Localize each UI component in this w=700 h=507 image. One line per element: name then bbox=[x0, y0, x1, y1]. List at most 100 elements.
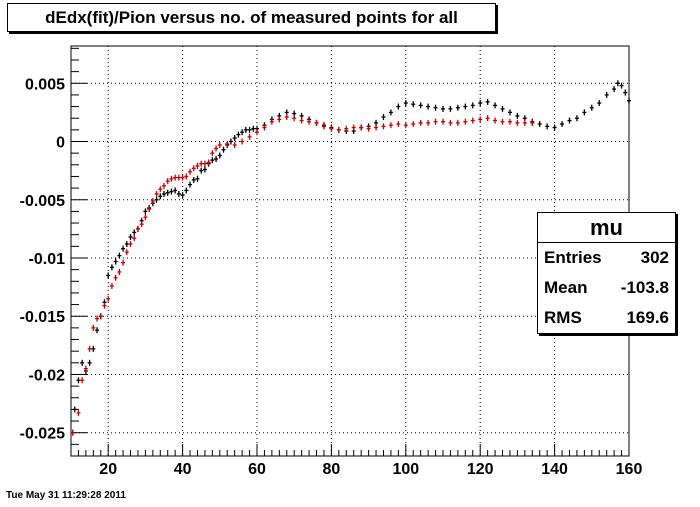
data-point bbox=[173, 174, 178, 181]
data-point bbox=[165, 189, 170, 196]
data-point bbox=[269, 118, 274, 125]
data-point bbox=[158, 193, 163, 200]
data-point bbox=[95, 315, 100, 322]
x-tick-label: 120 bbox=[467, 461, 494, 478]
data-point bbox=[147, 206, 152, 213]
data-point bbox=[124, 249, 129, 256]
data-point bbox=[106, 295, 111, 302]
data-point bbox=[214, 155, 219, 162]
data-point bbox=[470, 102, 475, 109]
data-point bbox=[478, 116, 483, 123]
data-point bbox=[117, 252, 122, 259]
data-point bbox=[199, 167, 204, 174]
data-point bbox=[359, 124, 364, 131]
data-point bbox=[76, 377, 81, 384]
data-point bbox=[109, 264, 114, 271]
data-point bbox=[247, 133, 252, 140]
data-point bbox=[87, 345, 92, 352]
data-point bbox=[173, 187, 178, 194]
data-point bbox=[433, 104, 438, 111]
stats-entries-label: Entries bbox=[544, 248, 602, 267]
data-point bbox=[433, 118, 438, 125]
data-point bbox=[109, 282, 114, 289]
data-point bbox=[418, 102, 423, 109]
axes: 20 40 60 80 100 120 140 160 -0.025 -0.02 -0.015 -0.… bbox=[20, 47, 642, 478]
data-point bbox=[91, 345, 96, 352]
data-point bbox=[485, 98, 490, 105]
data-point bbox=[143, 214, 148, 221]
data-point bbox=[128, 234, 133, 241]
data-point bbox=[507, 109, 512, 116]
data-point bbox=[191, 176, 196, 183]
data-point bbox=[176, 190, 181, 197]
data-point bbox=[217, 152, 222, 159]
data-point bbox=[98, 313, 103, 320]
data-point bbox=[214, 145, 219, 152]
x-tick-label: 40 bbox=[174, 461, 192, 478]
data-point bbox=[121, 245, 126, 252]
data-point bbox=[455, 119, 460, 126]
data-point bbox=[388, 122, 393, 129]
stats-rms-label: RMS bbox=[544, 308, 582, 327]
stats-name: mu bbox=[538, 213, 675, 243]
data-point bbox=[515, 112, 520, 119]
data-point bbox=[176, 174, 181, 181]
data-point bbox=[240, 138, 245, 145]
data-point bbox=[381, 114, 386, 121]
data-point bbox=[191, 165, 196, 172]
data-point bbox=[236, 131, 241, 138]
data-point bbox=[307, 118, 312, 125]
data-point bbox=[463, 103, 468, 110]
data-point bbox=[232, 142, 237, 149]
grid bbox=[71, 46, 629, 456]
data-point bbox=[150, 197, 155, 204]
data-point bbox=[388, 109, 393, 116]
data-point bbox=[515, 119, 520, 126]
data-point bbox=[143, 208, 148, 215]
data-point bbox=[80, 377, 85, 384]
data-point bbox=[162, 182, 166, 189]
data-point bbox=[403, 100, 408, 107]
data-point bbox=[411, 101, 416, 108]
data-point bbox=[299, 117, 304, 124]
data-point bbox=[180, 192, 185, 199]
data-point bbox=[188, 181, 193, 188]
data-point bbox=[448, 105, 453, 112]
data-point bbox=[87, 359, 92, 366]
data-point bbox=[623, 89, 628, 96]
data-point bbox=[255, 129, 259, 136]
data-point bbox=[604, 91, 609, 98]
data-point bbox=[522, 119, 527, 126]
y-tick-label: -0.005 bbox=[20, 193, 65, 210]
data-point bbox=[403, 122, 408, 129]
data-point bbox=[314, 119, 319, 126]
data-point bbox=[228, 138, 233, 145]
data-point bbox=[232, 135, 237, 142]
data-point bbox=[83, 365, 88, 372]
data-point bbox=[117, 268, 122, 275]
plot-frame bbox=[70, 45, 630, 457]
data-point bbox=[597, 100, 602, 107]
data-point bbox=[169, 175, 174, 182]
data-point bbox=[251, 125, 256, 132]
data-point bbox=[560, 121, 565, 128]
stats-row-rms: RMS 169.6 bbox=[538, 303, 675, 333]
data-point bbox=[165, 178, 170, 185]
data-point bbox=[411, 121, 416, 128]
data-point bbox=[217, 142, 222, 149]
y-tick-label: -0.02 bbox=[29, 367, 66, 384]
data-point bbox=[70, 429, 75, 436]
y-tick-label: 0.005 bbox=[25, 76, 65, 93]
stats-box: mu Entries 302 Mean -103.8 RMS 169.6 bbox=[537, 212, 676, 334]
data-point bbox=[210, 157, 215, 164]
data-point bbox=[102, 302, 107, 309]
data-point bbox=[139, 221, 144, 228]
data-point bbox=[366, 125, 371, 132]
stats-entries-value: 302 bbox=[640, 248, 669, 267]
data-point bbox=[284, 114, 289, 121]
data-point bbox=[507, 118, 512, 125]
data-point bbox=[374, 124, 379, 131]
data-point bbox=[396, 121, 401, 128]
data-point bbox=[199, 160, 204, 167]
data-point bbox=[351, 124, 356, 131]
